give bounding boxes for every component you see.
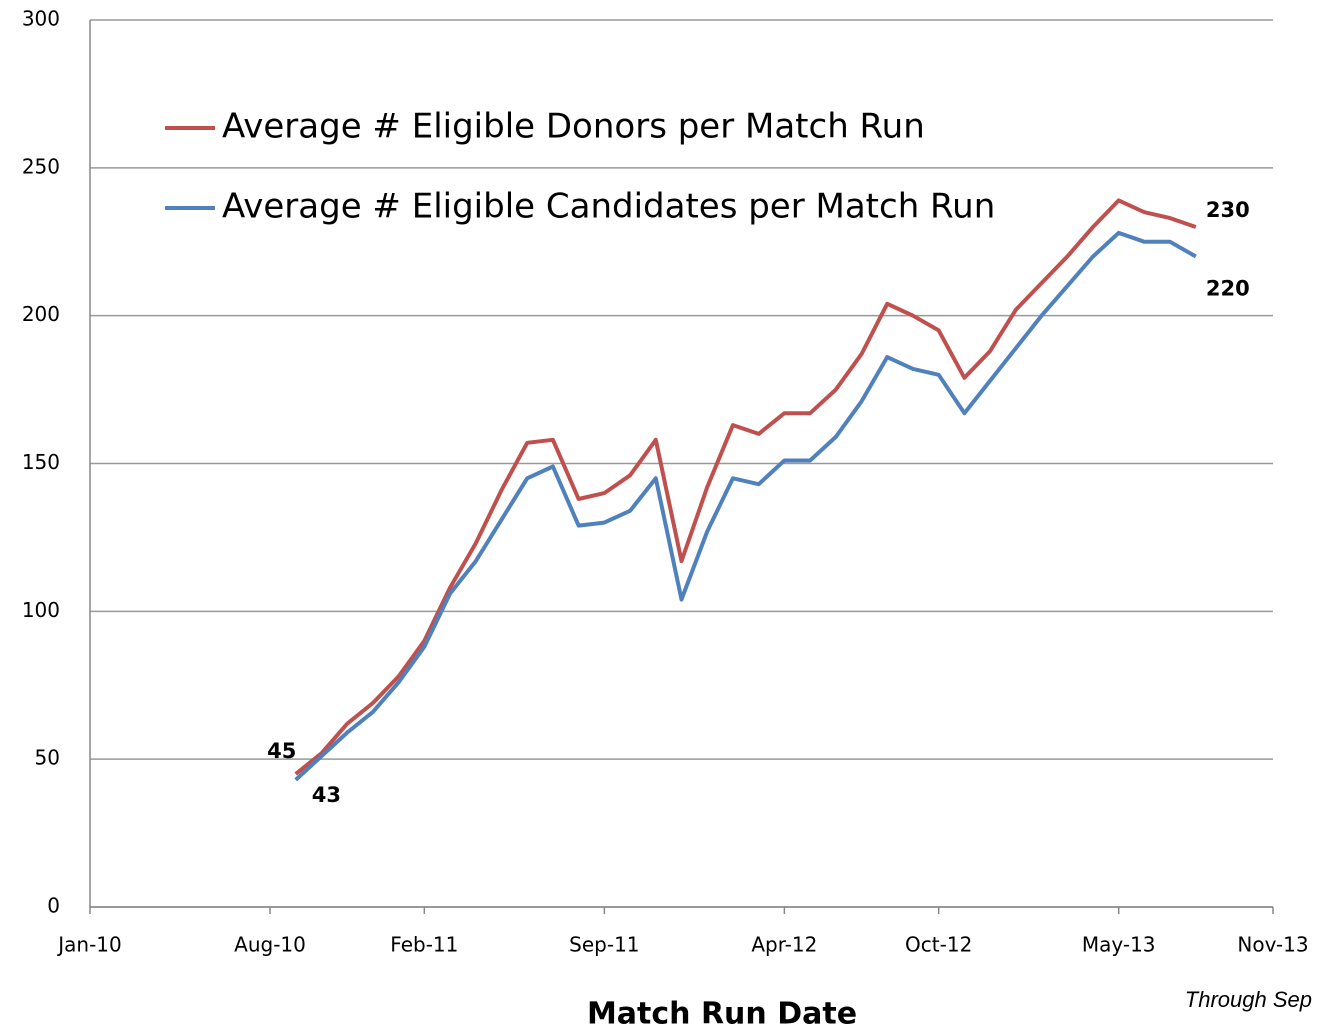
y-tick-label: 200: [22, 302, 60, 326]
x-tick-label: Aug-10: [234, 933, 306, 957]
data-label: 45: [267, 739, 296, 763]
x-tick-label: Feb-11: [390, 933, 458, 957]
y-tick-label: 100: [22, 598, 60, 622]
data-line: [294, 230, 1197, 782]
y-tick-label: 0: [47, 894, 60, 918]
y-tick-label: 50: [35, 746, 60, 770]
x-tick-label: Nov-13: [1237, 933, 1308, 957]
data-line: [294, 198, 1197, 776]
x-tick-label: Apr-12: [751, 933, 817, 957]
data-label: 230: [1206, 198, 1250, 222]
data-label: 43: [312, 783, 341, 807]
x-tick-label: Sep-11: [569, 933, 639, 957]
y-tick-label: 150: [22, 450, 60, 474]
annotation: Through Sep: [1185, 987, 1312, 1012]
y-tick-label: 300: [22, 7, 60, 31]
legend-label: Average # Eligible Donors per Match Run: [222, 107, 925, 147]
x-tick-label: May-13: [1082, 933, 1156, 957]
x-tick-label: Oct-12: [905, 933, 972, 957]
legend-label: Average # Eligible Candidates per Match …: [222, 187, 995, 227]
x-tick-label: Jan-10: [56, 933, 122, 957]
y-tick-label: 250: [22, 154, 60, 178]
x-axis-label: Match Run Date: [587, 997, 857, 1032]
data-label: 220: [1206, 277, 1250, 301]
